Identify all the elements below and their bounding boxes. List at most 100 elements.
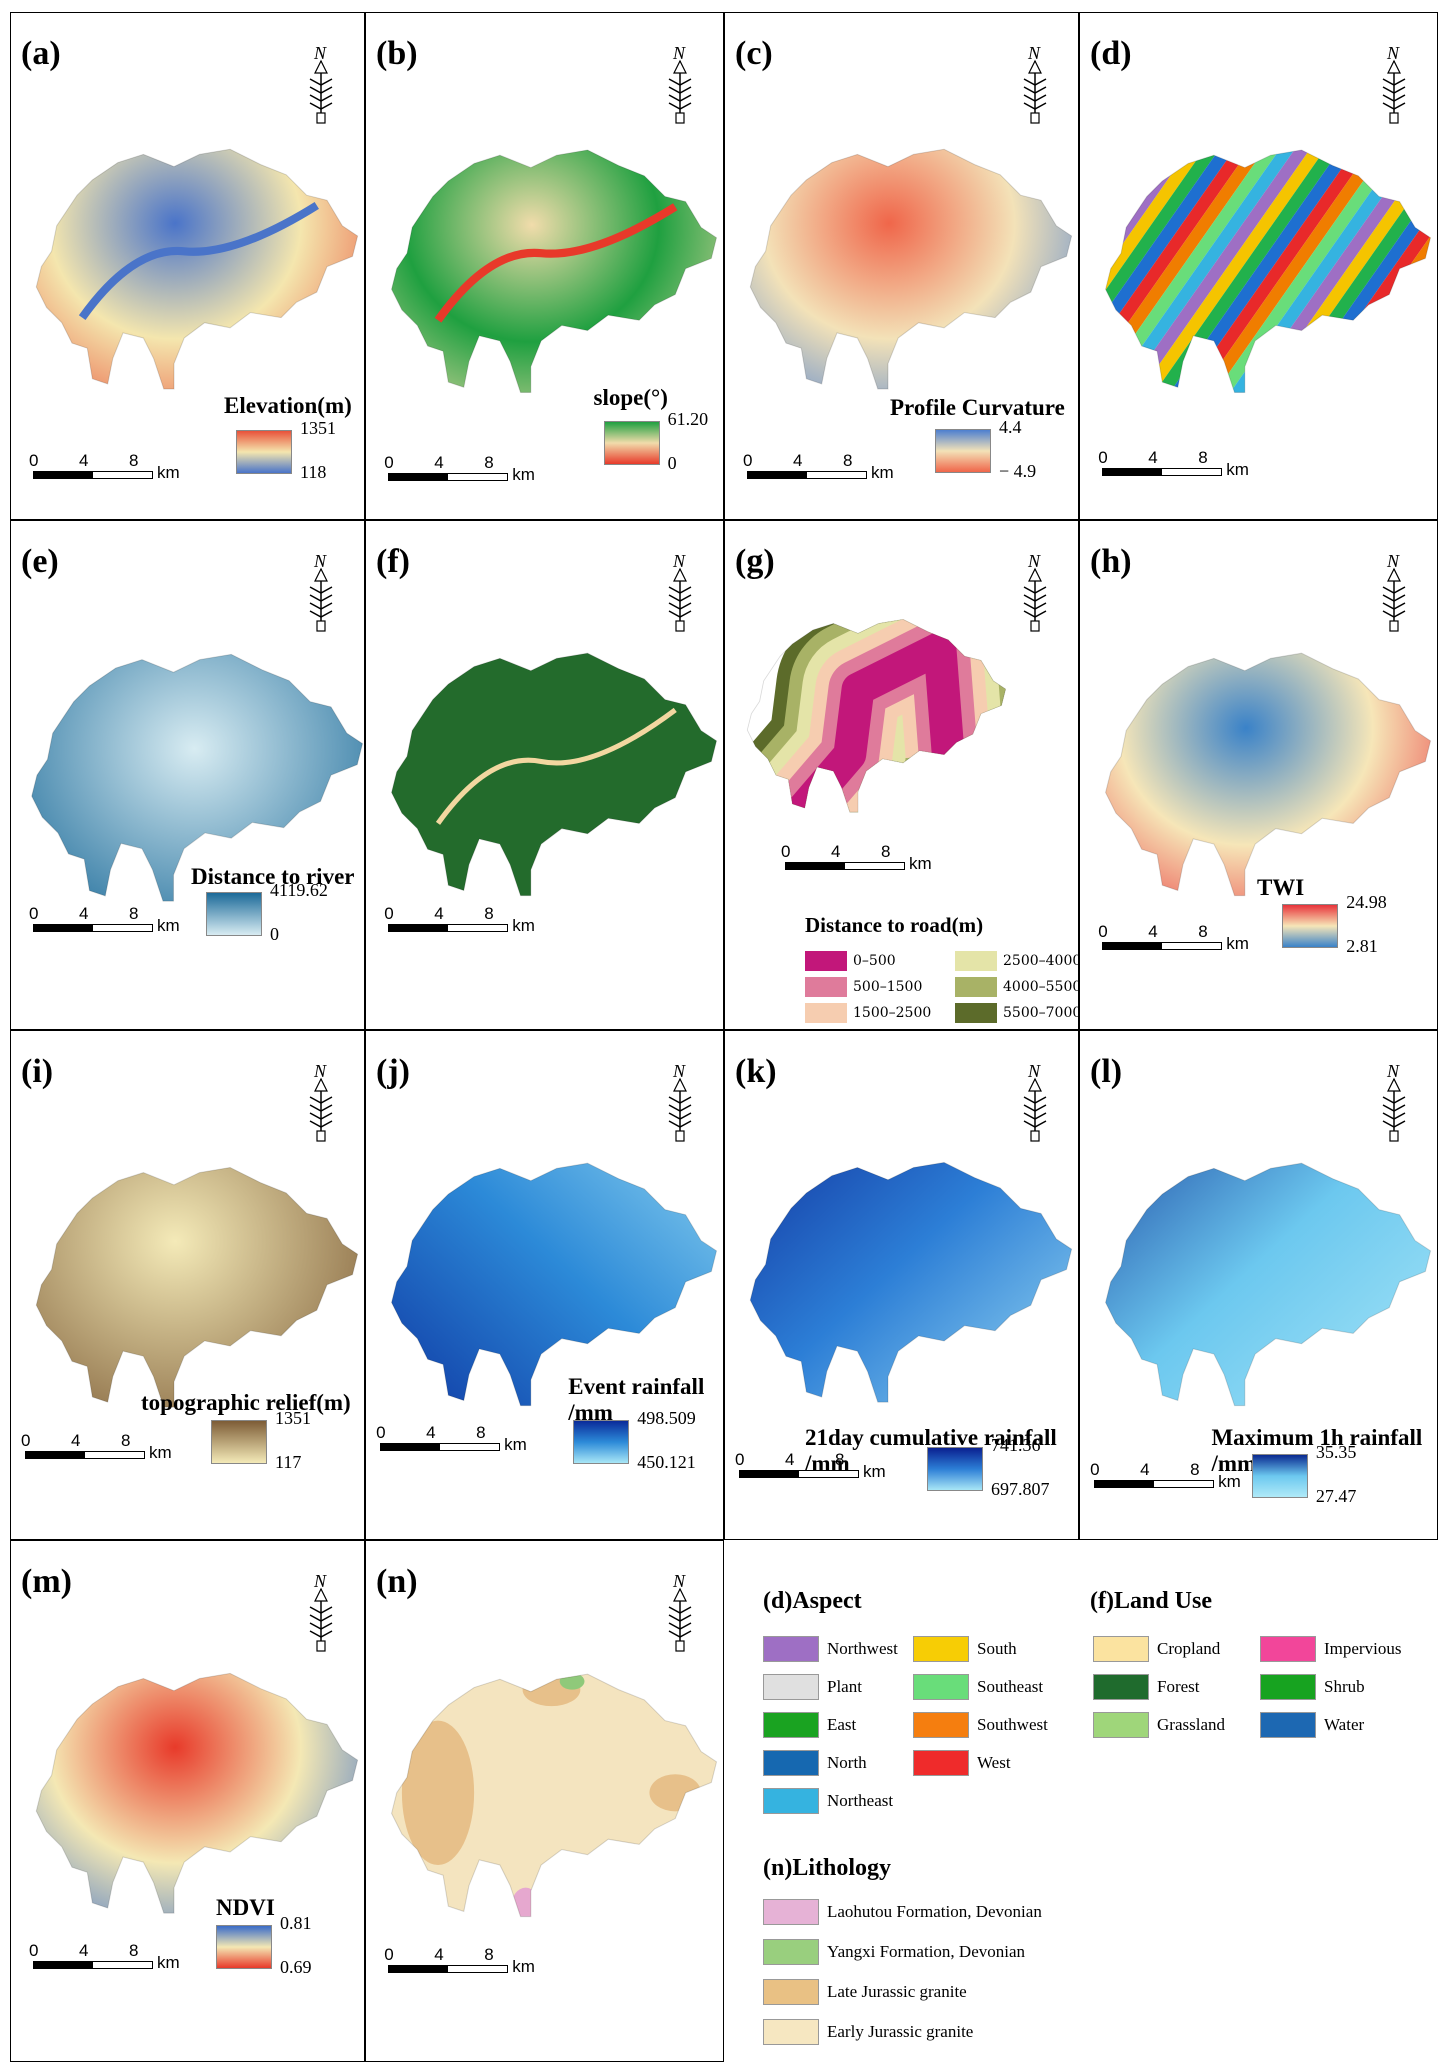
- scale-unit: km: [157, 916, 180, 936]
- panel-f: (f) N 0 4 8 km: [365, 520, 724, 1030]
- legend-color-ramp: [236, 430, 292, 474]
- panel-n: (n) N 0 4 8 km: [365, 1540, 724, 2062]
- scale-bar: 0 4 8 km: [384, 1944, 548, 1985]
- north-arrow-icon: N: [668, 1571, 692, 1652]
- scale-tick-label: 8: [1190, 1460, 1200, 1480]
- legend-min-value: 0: [270, 924, 279, 945]
- panel-label: (l): [1090, 1053, 1123, 1090]
- legend-min-value: 27.47: [1315, 1486, 1357, 1507]
- legend-swatch: [1260, 1636, 1316, 1662]
- legend-swatch: [913, 1674, 969, 1700]
- legend-max-value: 61.20: [667, 409, 709, 429]
- map-l: [1105, 1162, 1432, 1407]
- legend-color-ramp: [211, 1420, 267, 1465]
- scale-unit: km: [149, 1443, 172, 1463]
- legend-label: Shrub: [1324, 1677, 1365, 1696]
- legend-item: Early Jurassic granite: [763, 2019, 973, 2045]
- legend-item: Yangxi Formation, Devonian: [763, 1939, 1025, 1965]
- scale-bar: 0 4 8 km: [29, 451, 193, 491]
- scale-tick-label: 8: [129, 904, 139, 924]
- scale-tick-label: 4: [785, 1450, 795, 1470]
- scale-tick-label: 4: [79, 451, 89, 470]
- legend-title: NDVI: [216, 1894, 275, 1920]
- scale-tick-label: 0: [384, 1944, 394, 1964]
- scale-tick-label: 0: [384, 453, 394, 472]
- panel-label: (i): [21, 1053, 54, 1090]
- legend-max-value: 35.35: [1315, 1442, 1357, 1463]
- legend-item: Shrub: [1260, 1674, 1365, 1700]
- legend-max-value: 0.81: [280, 1913, 312, 1934]
- legend-item: Northwest: [763, 1636, 898, 1662]
- panel-label: (g): [735, 543, 775, 580]
- legend-swatch: [805, 951, 847, 971]
- map-g: [746, 618, 1007, 813]
- scale-bar: 0 4 8 km: [21, 1431, 185, 1471]
- scale-bar: 0 4 8 km: [743, 451, 907, 491]
- legend-swatch: [1260, 1674, 1316, 1700]
- scale-unit: km: [157, 1952, 180, 1972]
- legend-swatch: [763, 1788, 819, 1814]
- map-j: [391, 1162, 718, 1407]
- legend-min-value: 117: [275, 1452, 302, 1473]
- scale-tick-label: 8: [129, 451, 139, 470]
- scale-tick-label: 4: [1148, 922, 1158, 942]
- legend-min-value: − 4.9: [999, 461, 1037, 481]
- legend-item: 5500–7000: [955, 1003, 1081, 1023]
- scale-tick-label: 8: [484, 1944, 494, 1964]
- scale-bar: 0 4 8 km: [384, 453, 548, 493]
- map-a: [35, 148, 359, 390]
- north-arrow-icon: N: [668, 43, 692, 124]
- scale-bar: 0 4 8 km: [781, 842, 945, 882]
- north-letter: N: [672, 1571, 686, 1591]
- legend-item: 2500–4000: [955, 951, 1081, 971]
- scale-tick-label: 0: [735, 1450, 745, 1470]
- map-b: [391, 149, 718, 393]
- legend-label: 500–1500: [853, 979, 923, 995]
- legend-label: Northwest: [827, 1639, 898, 1658]
- legend-swatch: [913, 1636, 969, 1662]
- legend-item: South: [913, 1636, 1017, 1662]
- map-f: [391, 652, 718, 897]
- legend-swatch: [763, 2019, 819, 2045]
- north-arrow-icon: N: [1023, 1061, 1047, 1142]
- north-arrow-icon: N: [309, 1571, 333, 1652]
- panel-a: (a) N Elevation(m) 1351 118 0 4 8 km: [10, 12, 365, 520]
- scale-bar: 0 4 8 km: [29, 904, 193, 944]
- legend-color-ramp: [216, 1925, 272, 1970]
- north-arrow-icon: N: [668, 1061, 692, 1142]
- legend-swatch: [913, 1750, 969, 1776]
- panel-label: (m): [21, 1563, 72, 1600]
- legend-swatch: [955, 977, 997, 997]
- legend-swatch: [1093, 1712, 1149, 1738]
- north-arrow-icon: N: [1023, 43, 1047, 124]
- scale-tick-label: 8: [843, 451, 853, 470]
- scale-tick-label: 8: [129, 1940, 139, 1960]
- legend-title: Elevation(m): [224, 393, 352, 418]
- legend-label: East: [827, 1715, 857, 1734]
- legend-item: North: [763, 1750, 867, 1776]
- legend-swatch: [763, 1712, 819, 1738]
- legend-color-ramp: [1251, 1454, 1308, 1499]
- legend-max-value: 498.509: [637, 1408, 696, 1429]
- legend-max-value: 741.36: [991, 1435, 1041, 1456]
- legend-item: Laohutou Formation, Devonian: [763, 1899, 1042, 1925]
- north-arrow-icon: N: [1382, 1061, 1406, 1142]
- legend-item: Southeast: [913, 1674, 1043, 1700]
- north-letter: N: [1027, 551, 1041, 571]
- legend-label: 0–500: [853, 953, 896, 969]
- scale-unit: km: [1226, 934, 1249, 954]
- legend-max-value: 1351: [300, 418, 336, 438]
- legend-swatch: [1093, 1636, 1149, 1662]
- north-arrow-icon: N: [668, 551, 692, 632]
- north-letter: N: [1386, 43, 1400, 63]
- map-e: [31, 653, 364, 902]
- legend-item: 1500–2500: [805, 1003, 931, 1023]
- legend-min-value: 0: [667, 453, 677, 473]
- panel-label: (k): [735, 1053, 777, 1090]
- scale-tick-label: 8: [484, 904, 494, 924]
- north-letter: N: [672, 1061, 686, 1081]
- legend-color-ramp: [935, 429, 991, 473]
- legend-item: West: [913, 1750, 1011, 1776]
- north-letter: N: [313, 551, 327, 571]
- scale-unit: km: [909, 853, 932, 873]
